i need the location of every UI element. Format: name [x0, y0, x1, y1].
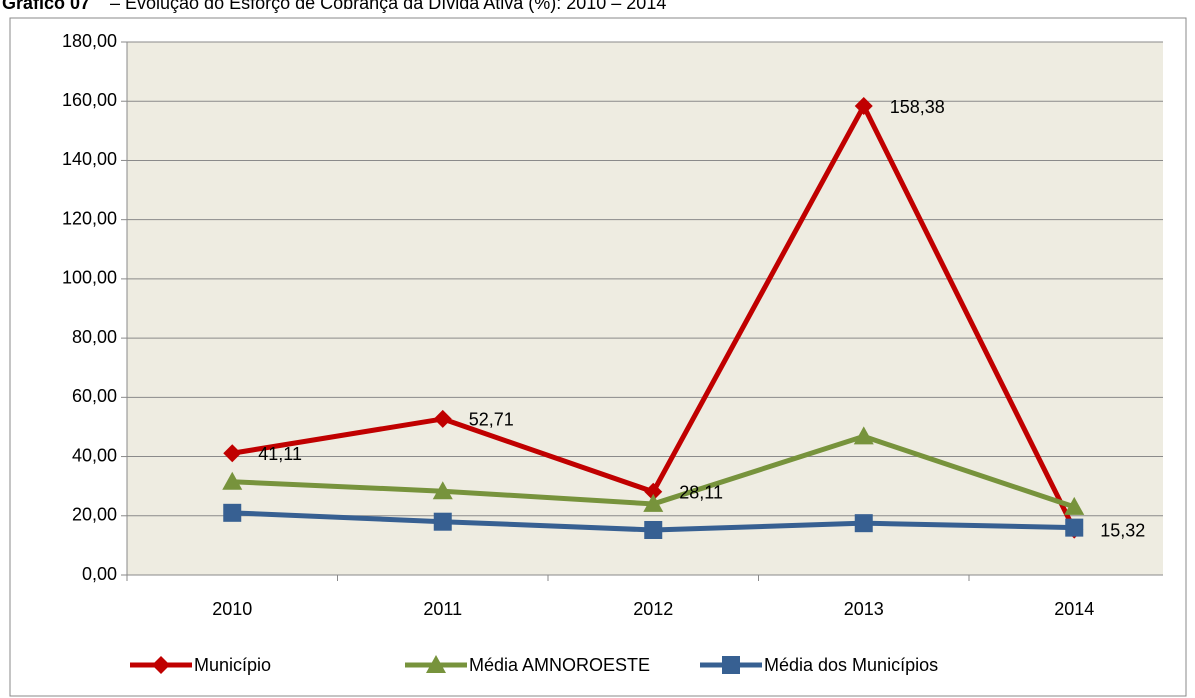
y-tick-label: 80,00 [72, 327, 117, 347]
marker [853, 426, 874, 445]
marker [433, 409, 452, 428]
marker [1064, 496, 1085, 515]
chart-title: Gráfico 07 [2, 0, 90, 13]
marker [854, 514, 873, 533]
legend-label: Média dos Municípios [764, 655, 938, 675]
x-tick-label: 2014 [1054, 599, 1094, 619]
y-tick-label: 140,00 [62, 149, 117, 169]
y-tick-label: 120,00 [62, 208, 117, 228]
data-label: 28,11 [679, 483, 723, 503]
data-label: 15,32 [1100, 520, 1145, 540]
marker [854, 97, 873, 116]
data-label: 158,38 [890, 97, 945, 117]
y-tick-label: 180,00 [62, 31, 117, 51]
y-tick-label: 0,00 [82, 564, 117, 584]
x-tick-label: 2012 [633, 599, 673, 619]
marker [223, 444, 242, 463]
legend-label: Média AMNOROESTE [469, 655, 650, 675]
x-tick-label: 2011 [423, 599, 462, 619]
marker [643, 493, 664, 512]
marker [426, 655, 446, 673]
y-tick-label: 160,00 [62, 90, 117, 110]
data-label: 41,11 [258, 444, 302, 464]
y-tick-label: 100,00 [62, 268, 117, 288]
marker [1065, 518, 1084, 537]
data-label: 52,71 [469, 410, 514, 430]
marker [223, 503, 242, 522]
marker [152, 656, 170, 674]
x-tick-label: 2010 [212, 599, 252, 619]
marker [644, 520, 663, 539]
plot-area [127, 42, 1163, 575]
x-tick-label: 2013 [844, 599, 884, 619]
y-tick-label: 20,00 [72, 505, 117, 525]
y-tick-label: 60,00 [72, 386, 117, 406]
marker [722, 656, 740, 674]
chart-subtitle: – Evolução do Esforço de Cobrança da Dív… [110, 0, 666, 13]
marker [432, 481, 453, 500]
y-tick-label: 40,00 [72, 445, 117, 465]
marker [222, 471, 243, 490]
marker [433, 512, 452, 531]
legend-label: Município [194, 655, 271, 675]
marker [644, 482, 663, 501]
